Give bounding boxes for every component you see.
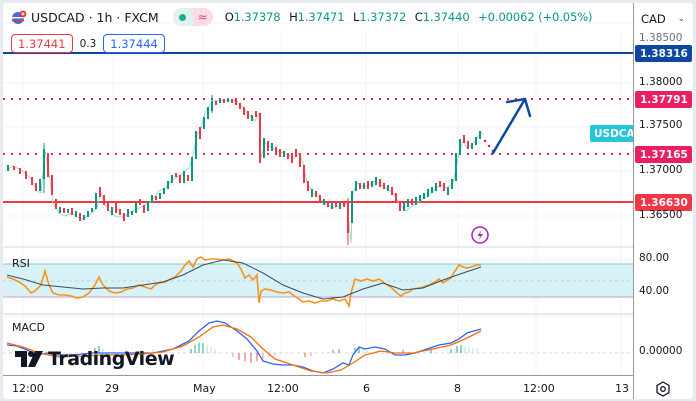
chart-window: USDCAD · 1h · FXCM ≈ O1.37378 H1.37471 L…	[3, 3, 693, 399]
currency-select[interactable]: CAD ⌄	[635, 7, 691, 31]
macd-signal-line	[6, 324, 482, 374]
high-value: 1.37471	[297, 10, 345, 24]
x-tick: 29	[105, 382, 119, 395]
low-value: 1.37372	[359, 10, 407, 24]
x-tick: 12:00	[523, 382, 555, 395]
delayed-wave-icon: ≈	[192, 8, 213, 26]
price-tag-136630: 1.36630	[635, 194, 692, 211]
macd-histogram	[94, 343, 478, 363]
x-tick: May	[193, 382, 216, 395]
symbol-title[interactable]: USDCAD · 1h · FXCM	[31, 9, 159, 25]
y-tick: 1.37000	[639, 164, 683, 176]
price-chart-canvas[interactable]	[3, 3, 633, 375]
price-tag-137165: 1.37165	[635, 146, 692, 163]
candles	[7, 95, 481, 245]
x-tick: 8	[454, 382, 461, 395]
rsi-tick: 40.00	[639, 285, 670, 297]
us-ca-flag-icon	[11, 10, 27, 24]
tradingview-logo[interactable]: TradingView	[15, 348, 175, 370]
y-tick: 1.37500	[639, 119, 683, 131]
chart-header: USDCAD · 1h · FXCM ≈ O1.37378 H1.37471 L…	[3, 3, 633, 31]
spread-value: 0.3	[79, 37, 97, 50]
open-value: 1.37378	[233, 10, 281, 24]
tradingview-logo-text: TradingView	[48, 348, 175, 370]
rsi-tick: 80.00	[639, 252, 670, 264]
rsi-band	[3, 264, 633, 297]
rsi-ma-line	[6, 259, 482, 300]
x-tick: 12:00	[267, 382, 299, 395]
x-tick: 13	[615, 382, 629, 395]
macd-label[interactable]: MACD	[12, 321, 45, 334]
price-tag-137791: 1.37791	[635, 91, 692, 108]
market-status[interactable]: ≈	[172, 8, 213, 26]
x-tick: 12:00	[12, 382, 44, 395]
settings-gear-icon[interactable]	[655, 381, 671, 397]
rsi-label[interactable]: RSI	[12, 257, 30, 270]
rsi-line	[6, 256, 481, 309]
lightning-event-icon[interactable]	[471, 226, 489, 244]
change-value: +0.00062 (+0.05%)	[478, 10, 593, 24]
time-axis[interactable]: 12:00 29 May 12:00 6 8 12:00 13	[3, 375, 633, 399]
buy-button[interactable]: 1.37444	[103, 34, 165, 53]
projection-arrow-icon	[491, 97, 532, 155]
x-tick: 6	[363, 382, 370, 395]
currency-label: CAD	[641, 12, 666, 26]
macd-tick: 0.00000	[639, 345, 683, 357]
trade-buttons: 1.37441 0.3 1.37444	[11, 34, 165, 53]
macd-line	[6, 320, 482, 374]
y-tick: 1.36500	[639, 209, 683, 221]
y-tick: 1.38500	[639, 32, 683, 44]
price-tag-138316: 1.38316	[635, 45, 692, 62]
market-open-dot-icon	[179, 13, 187, 21]
ohlc-values: O1.37378 H1.37471 L1.37372 C1.37440 +0.0…	[224, 10, 593, 24]
y-tick: 1.38000	[639, 76, 683, 88]
sell-button[interactable]: 1.37441	[11, 34, 73, 53]
chevron-down-icon: ⌄	[677, 14, 685, 24]
close-value: 1.37440	[422, 10, 470, 24]
tradingview-logo-icon	[15, 351, 43, 367]
